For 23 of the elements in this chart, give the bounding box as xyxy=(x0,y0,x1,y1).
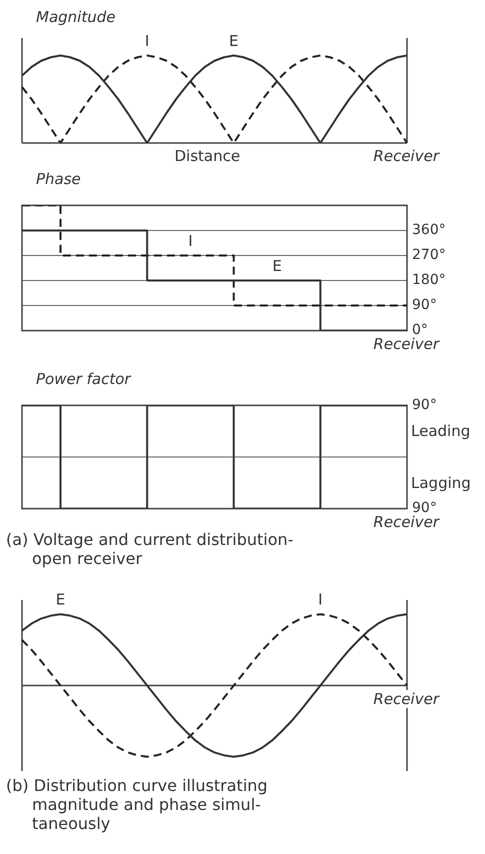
chart-title: Power factor xyxy=(36,370,131,388)
series-label: I xyxy=(144,32,150,50)
series-label: I xyxy=(318,590,323,609)
text: Receiver xyxy=(371,512,441,531)
series-label: E xyxy=(229,32,238,50)
y-tick-label: 180° xyxy=(412,272,446,288)
y-tick-label: 90° xyxy=(412,297,437,314)
chart-title: Magnitude xyxy=(36,8,116,26)
annotation: Receiver xyxy=(371,690,441,708)
text: Lagging xyxy=(411,474,471,492)
text: Leading xyxy=(411,422,470,440)
x-axis-title: Distance xyxy=(174,147,240,165)
chart-title: Phase xyxy=(36,170,81,188)
y-tick-label: 360° xyxy=(412,222,446,238)
series-label: E xyxy=(56,590,66,609)
text: Receiver xyxy=(371,147,441,165)
y-tick-label: 90° xyxy=(412,397,437,414)
text: (a) Voltage and current distribution- open receiver xyxy=(6,530,294,568)
series-label: E xyxy=(272,256,282,275)
text: (b) Distribution curve illustrating magnitude and phase simul- taneously xyxy=(6,776,268,833)
text: Receiver xyxy=(371,334,441,353)
series-label: I xyxy=(188,232,193,250)
y-tick-label: 270° xyxy=(412,247,446,264)
